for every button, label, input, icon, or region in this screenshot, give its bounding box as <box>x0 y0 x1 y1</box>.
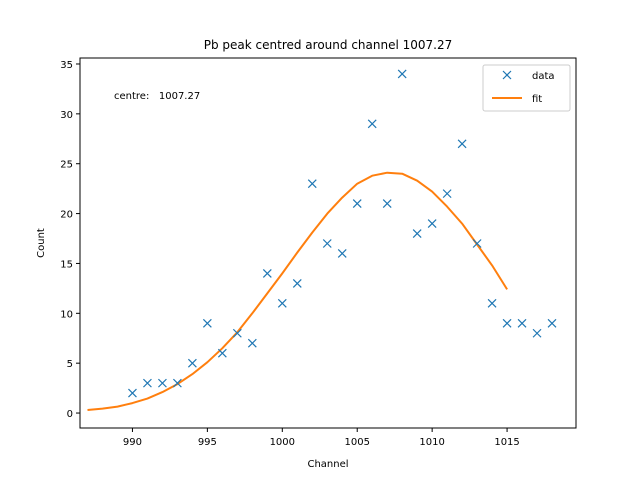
data-point <box>128 388 137 398</box>
data-point <box>487 298 497 308</box>
data-point <box>292 278 302 288</box>
y-axis-label: Count <box>36 228 47 258</box>
data-point <box>157 378 167 388</box>
x-tick-label: 995 <box>198 437 217 448</box>
data-point <box>217 348 227 358</box>
data-point <box>307 179 317 189</box>
y-tick-label: 5 <box>67 359 73 370</box>
data-point <box>172 378 182 388</box>
data-point <box>397 69 407 79</box>
y-tick-label: 35 <box>60 60 73 71</box>
data-point <box>322 239 332 248</box>
legend: data fit <box>482 64 571 112</box>
data-point <box>382 199 392 209</box>
legend-marker-data <box>502 70 512 80</box>
data-point <box>337 249 347 258</box>
x-tick-label: 1005 <box>344 437 369 448</box>
data-point <box>442 189 452 199</box>
data-point <box>202 318 212 328</box>
data-point <box>277 298 287 308</box>
x-tick-label: 990 <box>123 437 142 448</box>
data-point <box>502 318 512 328</box>
x-tick-label: 1010 <box>419 437 444 448</box>
legend-label-fit: fit <box>532 94 542 105</box>
legend-x-marker <box>502 70 512 80</box>
x-axis-label: Channel <box>307 459 348 470</box>
x-tick-label: 1015 <box>494 437 519 448</box>
x-tick-label: 1000 <box>270 437 295 448</box>
legend-box <box>482 64 571 112</box>
data-point <box>367 119 377 129</box>
y-tick-label: 10 <box>60 309 73 320</box>
data-point <box>232 328 242 338</box>
data-point <box>187 358 197 368</box>
data-point <box>517 318 527 328</box>
y-tick-label: 0 <box>67 409 73 420</box>
data-point <box>247 338 257 348</box>
y-tick-label: 25 <box>60 160 73 171</box>
fit-line <box>87 171 508 411</box>
data-point <box>547 318 557 328</box>
y-tick-label: 30 <box>60 110 73 121</box>
data-point <box>352 199 362 209</box>
legend-label-data: data <box>532 71 555 82</box>
plot-frame <box>79 57 577 429</box>
y-tick-label: 20 <box>60 210 73 221</box>
chart-title: Pb peak centred around channel 1007.27 <box>204 38 453 52</box>
data-point <box>472 239 482 248</box>
data-point <box>532 328 542 338</box>
y-tick-label: 15 <box>60 259 73 270</box>
data-point <box>143 378 152 388</box>
data-point <box>262 268 272 278</box>
centre-annotation: centre: 1007.27 <box>114 91 200 102</box>
data-point <box>412 229 422 238</box>
data-point <box>457 139 467 149</box>
data-point <box>427 219 437 228</box>
